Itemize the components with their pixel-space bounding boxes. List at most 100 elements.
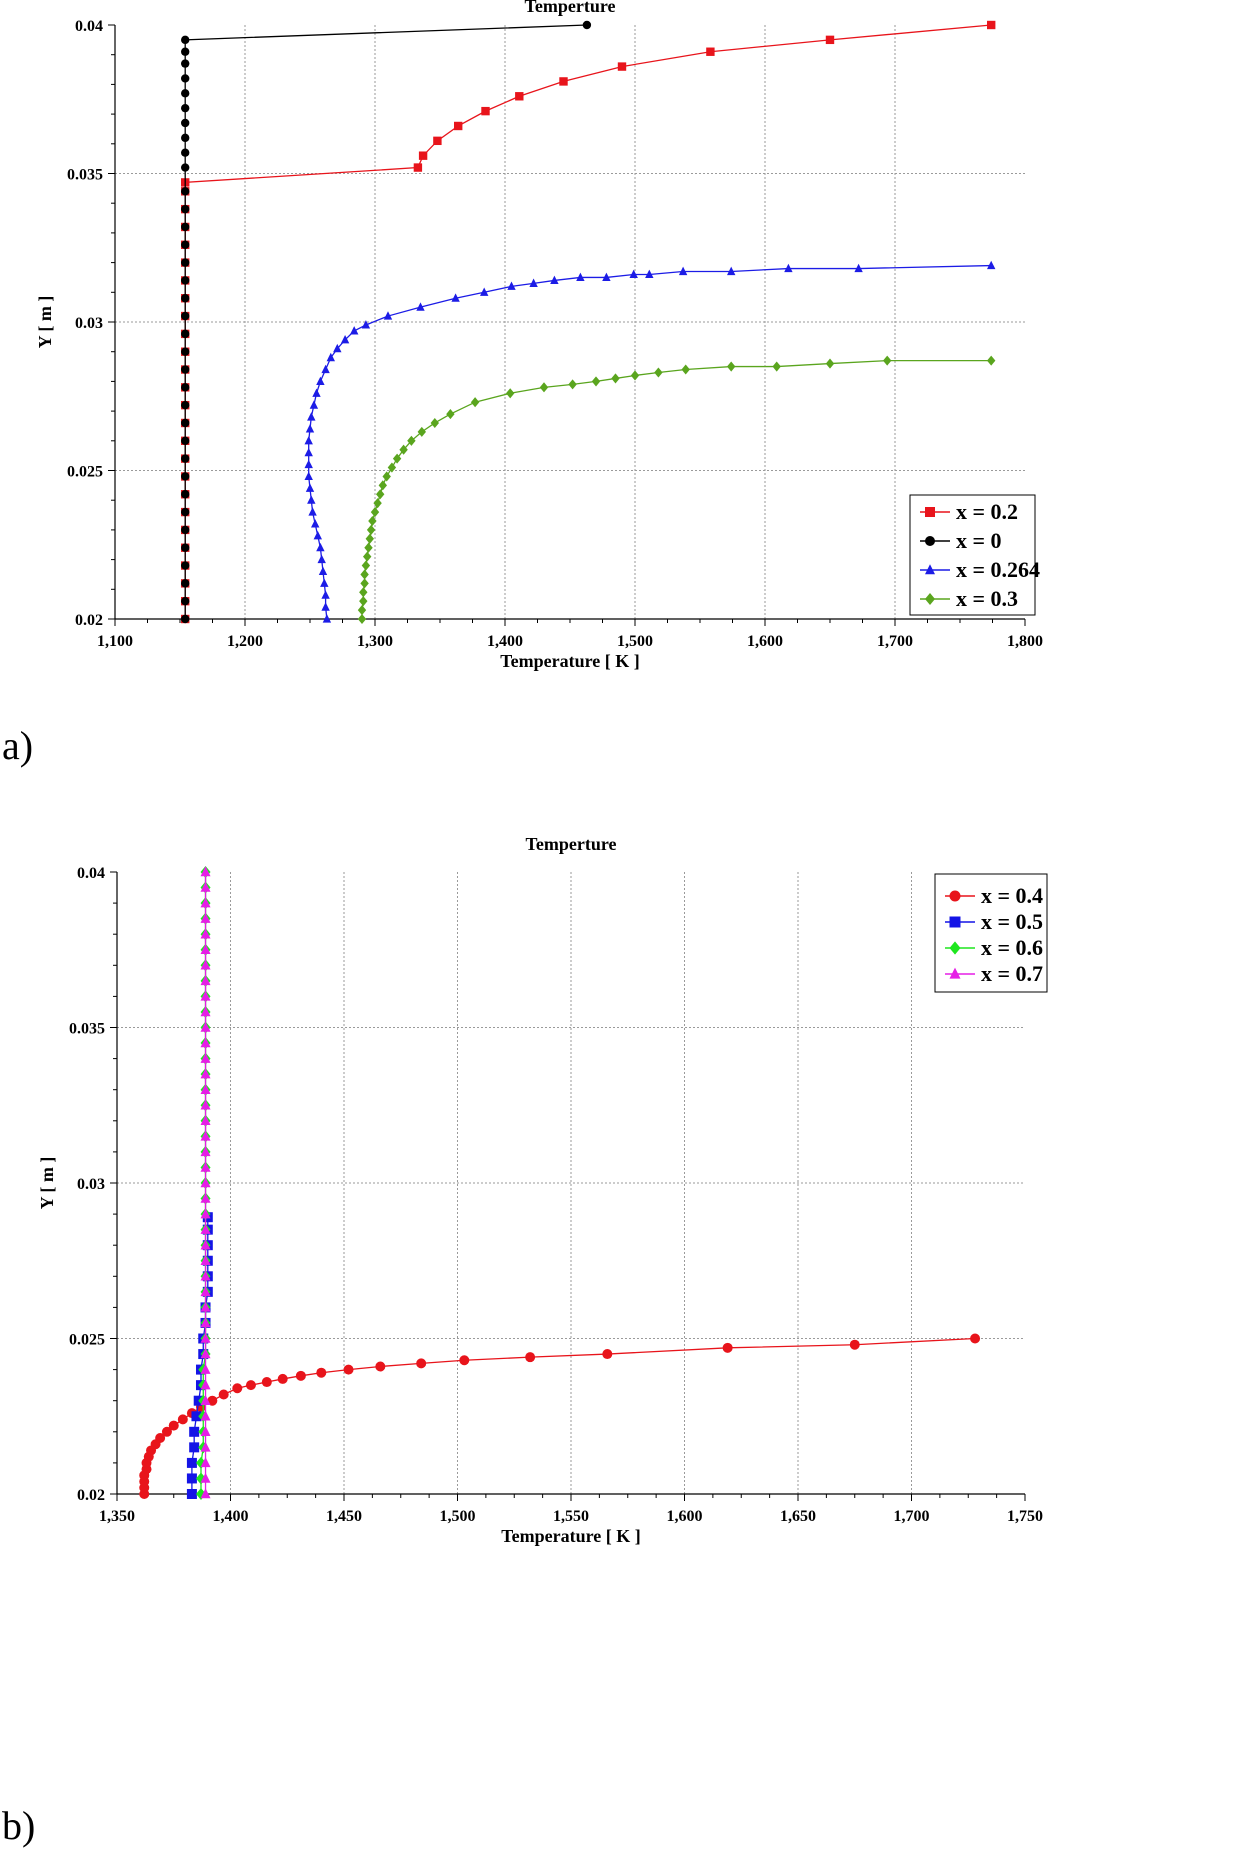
- chart-b-series-x-0-4-line: [143, 1337, 976, 1494]
- chart-a-legend-entry-x-0-264: x = 0.264: [920, 557, 1040, 582]
- chart-b-series-x-0-5-point: [186, 1489, 197, 1499]
- chart-b-legend-entry-x-0-7-marker: [949, 967, 961, 979]
- chart-b-series-x-0-7: [200, 866, 211, 1499]
- chart-a-series-x-0-3-point: [378, 480, 387, 491]
- chart-a-series-x-0-264: [304, 260, 996, 623]
- chart-a-series-x-0-264-point: [308, 507, 317, 516]
- chart-b-series-x-0-7-point: [200, 1472, 211, 1483]
- chart-a-grid: [115, 25, 1025, 619]
- chart-a-series-x-0-264-point: [727, 266, 736, 276]
- chart-b-series-x-0-7-point: [200, 1394, 211, 1405]
- chart-a-series-x-0-3-point: [359, 587, 368, 598]
- chart-b-x-axis-label: Temperature [ K ]: [501, 1526, 640, 1546]
- chart-b-x-tick-label: 1,650: [780, 1508, 816, 1525]
- chart-a-series-x-0-2-point: [481, 106, 490, 116]
- chart-a-series-x-0-3-point: [407, 435, 416, 446]
- chart-a-series-x-0-264-point: [309, 400, 319, 409]
- chart-b-series-x-0-7-point: [200, 1348, 211, 1359]
- chart-a-x-tick-label: 1,400: [487, 633, 523, 650]
- chart-a-x-tick-label: 1,500: [617, 633, 653, 650]
- chart-a-x-tick-label: 1,200: [227, 633, 263, 650]
- chart-a-series-x-0-point: [181, 525, 190, 535]
- chart-a-series-x-0-point: [181, 258, 190, 267]
- chart-a-series-x-0-point: [181, 103, 190, 113]
- chart-a-series-x-0-point: [181, 187, 190, 196]
- chart-a-series-x-0-264-point: [383, 311, 393, 320]
- chart-b-series-x-0-5-point: [189, 1426, 200, 1437]
- chart-a-series-x-0-264-point: [305, 424, 315, 433]
- chart-a-series-x-0-point: [181, 400, 190, 410]
- chart-a-series-x-0-point: [181, 89, 190, 98]
- chart-b-series-x-0-7-point: [200, 1083, 211, 1094]
- chart-a-title: Temperture: [525, 0, 616, 16]
- chart-b-series-x-0-7-point: [200, 912, 211, 923]
- chart-a-series-x-0-264-point: [307, 495, 316, 504]
- chart-a-series-x-0-3-point: [376, 489, 385, 500]
- chart-b-series-x-0-7-point: [200, 1115, 211, 1126]
- chart-b-series-x-0-7-point: [200, 1208, 211, 1219]
- chart-a-series-x-0-2-point: [987, 20, 996, 30]
- chart-b-y-tick-label: 0.04: [77, 865, 105, 882]
- chart-b-series-x-0-7-point: [200, 1286, 211, 1297]
- chart-b-series-x-0-4-point: [232, 1383, 243, 1394]
- chart-a-series-x-0-point: [181, 347, 190, 356]
- chart-b-x-tick-label: 1,600: [667, 1508, 703, 1525]
- chart-b-series-x-0-7-point: [200, 1441, 211, 1452]
- panel-label-b: b): [2, 1803, 36, 1848]
- chart-a-x-tick-label: 1,700: [877, 633, 913, 650]
- chart-b-legend-entry-x-0-7: x = 0.7: [945, 961, 1043, 986]
- chart-b-series-x-0-7-point: [200, 1301, 211, 1312]
- chart-b-series-x-0-4-point: [722, 1342, 733, 1353]
- chart-b-series-x-0-4-point: [177, 1414, 188, 1425]
- chart-a-series-x-0-3-point: [392, 453, 402, 464]
- chart-a-series-x-0-3-point: [364, 542, 373, 553]
- chart-a-series-x-0-point: [181, 329, 190, 339]
- chart-a-series-x-0-3-point: [360, 569, 369, 580]
- chart-b-series-x-0-7-point: [200, 1488, 211, 1499]
- chart-a-series-x-0-point: [181, 614, 190, 624]
- chart-b-series-x-0-4: [139, 1333, 981, 1499]
- chart-a-series-x-0-3-point: [382, 471, 391, 482]
- chart-b-series-x-0-4-point: [316, 1367, 327, 1378]
- chart-a-series-x-0-point: [181, 311, 190, 321]
- chart-a-series-x-0-point: [181, 240, 190, 249]
- chart-a-series-x-0-3-point: [359, 596, 368, 607]
- chart-a-x-tick-label: 1,300: [357, 633, 393, 650]
- chart-a-series-x-0-264-point: [304, 435, 313, 445]
- chart-a-series-x-0-264-point: [629, 269, 638, 279]
- chart-a-svg: 1,100 1,200 1,300 1,400 1,500 1,600 1,700 1,800…: [35, 0, 1043, 671]
- chart-a-series-x-0-3-point: [417, 426, 426, 437]
- chart-a-series-x-0-264-point: [678, 266, 688, 276]
- chart-b-legend-entry-x-0-6-label: x = 0.6: [981, 935, 1043, 960]
- chart-b-series-x-0-7-point: [200, 1006, 211, 1017]
- chart-a-series-x-0-3-line: [361, 359, 992, 619]
- chart-b-series-x-0-7-point: [200, 1099, 211, 1110]
- chart-a-series-x-0-3-point: [370, 507, 380, 518]
- chart-a-series-x-0-264-point: [305, 483, 315, 492]
- chart-b-series-x-0-4-point: [375, 1361, 386, 1372]
- chart-b-series-x-0-7-point: [200, 1021, 211, 1032]
- chart-a-series-x-0-3-point: [883, 355, 892, 366]
- chart-b-legend-entry-x-0-6-marker: [949, 941, 961, 955]
- chart-b-legend-entry-x-0-5-label: x = 0.5: [981, 909, 1043, 934]
- chart-b-series-x-0-4-point: [459, 1355, 470, 1366]
- chart-a-x-tick-label: 1,600: [747, 633, 783, 650]
- chart-b-series-x-0-4-point: [416, 1358, 427, 1369]
- chart-a-series-x-0-264-point: [784, 263, 793, 273]
- chart-a-series-x-0-point: [181, 163, 190, 172]
- chart-a-series-x-0-point: [181, 365, 190, 374]
- chart-b-x-tick-label: 1,750: [1007, 1508, 1043, 1525]
- chart-b-series-x-0-7-point: [200, 897, 211, 908]
- chart-a-series-x-0-264-point: [480, 287, 489, 296]
- chart-a-series-x-0-point: [181, 133, 190, 143]
- chart-a-series-x-0-point: [181, 561, 190, 570]
- chart-a-series-x-0-264-point: [416, 302, 425, 311]
- chart-b-legend-entry-x-0-5-marker: [949, 916, 961, 928]
- chart-a-series-x-0-point: [181, 507, 190, 517]
- chart-b-series-x-0-7-point: [200, 990, 211, 1001]
- chart-a-series-x-0-264-point: [333, 343, 342, 353]
- chart-a-series-x-0-point: [181, 118, 190, 128]
- chart-a-series-x-0-264-point: [317, 554, 326, 564]
- chart-a-series-x-0-point: [181, 418, 190, 428]
- chart-b-series-x-0-4-point: [277, 1373, 288, 1384]
